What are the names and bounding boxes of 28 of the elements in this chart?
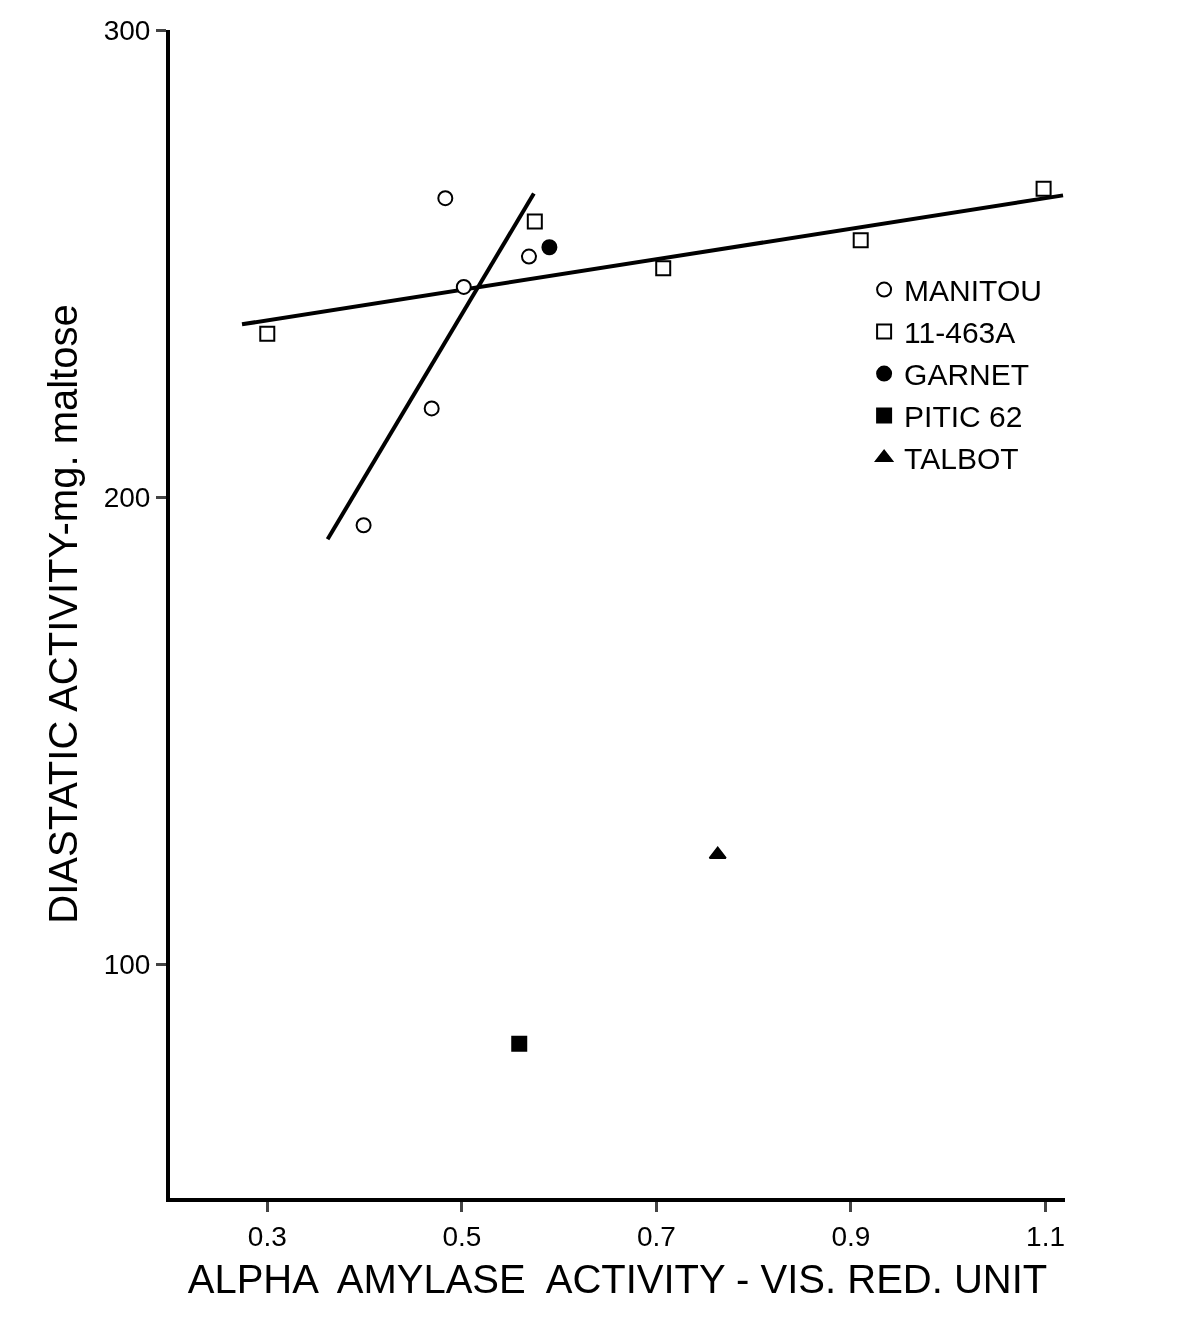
- point: [852, 232, 869, 249]
- x-tick-label: 1.1: [1026, 1220, 1066, 1252]
- x-tick-label: 0.7: [636, 1220, 676, 1252]
- x-tick-label: 0.3: [247, 1220, 287, 1252]
- point: [708, 846, 727, 860]
- point: [511, 1035, 528, 1052]
- x-tick-label: 0.5: [442, 1220, 482, 1252]
- legend-label: MANITOU: [904, 274, 1042, 308]
- point: [1035, 180, 1052, 197]
- legend-label: TALBOT: [904, 442, 1019, 476]
- point: [655, 260, 672, 277]
- legend-label: PITIC 62: [904, 400, 1023, 434]
- y-tick-label: 300: [103, 14, 151, 46]
- point: [355, 517, 372, 534]
- point: [437, 190, 454, 207]
- point: [520, 248, 537, 265]
- legend-label: GARNET: [904, 358, 1030, 392]
- point: [541, 239, 558, 256]
- point: [526, 213, 543, 230]
- y-tick-label: 100: [103, 949, 151, 981]
- point: [423, 400, 440, 417]
- point: [259, 325, 276, 342]
- legend-label: 11-463A: [904, 316, 1016, 350]
- point: [455, 278, 472, 295]
- x-tick-label: 0.9: [831, 1220, 871, 1252]
- y-axis-title: DIASTATIC ACTIVITY-mg. maltose: [40, 304, 85, 924]
- y-tick-label: 200: [103, 482, 151, 513]
- x-axis-title: ALPHA AMYLASE ACTIVITY - VIS. RED. UNIT: [187, 1256, 1048, 1301]
